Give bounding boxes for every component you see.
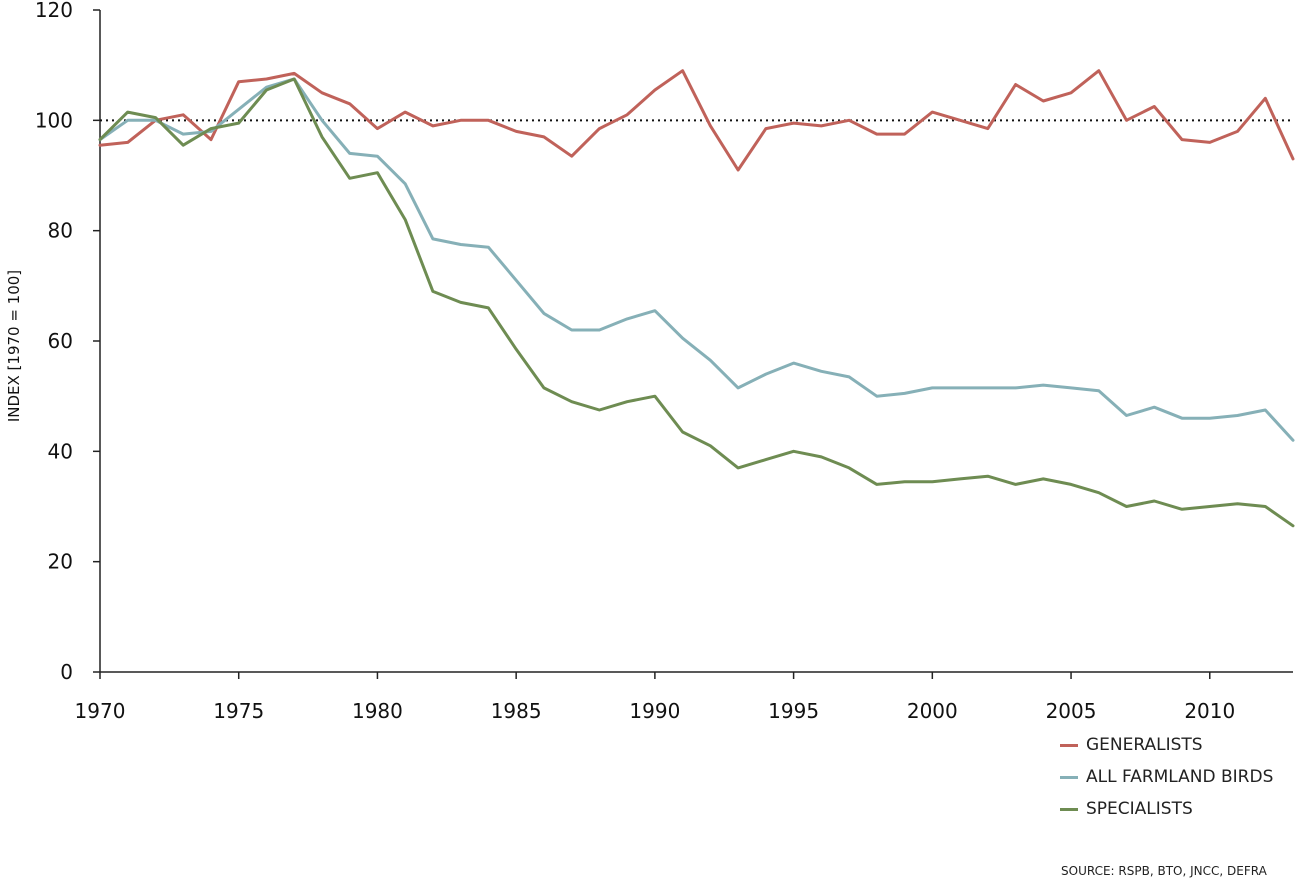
legend-label: ALL FARMLAND BIRDS — [1086, 767, 1274, 787]
x-tick-label: 1985 — [491, 699, 542, 723]
x-tick-label: 2005 — [1046, 699, 1097, 723]
y-tick-label: 80 — [48, 219, 73, 243]
legend-swatch — [1060, 807, 1078, 811]
series-line-generalists — [98, 69, 1295, 172]
x-axis: 1970 1975 1980 1985 1990 1995 2000 2005 2010 — [75, 671, 1293, 723]
x-tick-label: 2010 — [1184, 699, 1235, 723]
x-tick-label: 1970 — [75, 699, 126, 723]
x-tick-label: 1980 — [352, 699, 403, 723]
y-axis: 0 20 40 60 80 100 120 — [35, 0, 101, 684]
y-axis-label: INDEX [1970 = 100] — [5, 270, 23, 422]
y-tick-label: 120 — [35, 0, 73, 22]
legend-label: GENERALISTS — [1086, 735, 1203, 755]
series-lines — [98, 69, 1295, 528]
series-line-all-farmland-birds — [98, 77, 1295, 442]
x-tick-label: 2000 — [907, 699, 958, 723]
legend-item: SPECIALISTS — [1060, 793, 1273, 825]
x-tick-label: 1995 — [768, 699, 819, 723]
legend-label: SPECIALISTS — [1086, 799, 1193, 819]
legend-item: ALL FARMLAND BIRDS — [1060, 761, 1273, 793]
series-line-specialists — [98, 77, 1295, 528]
y-tick-label: 0 — [60, 660, 73, 684]
legend-swatch — [1060, 743, 1078, 747]
x-tick-label: 1990 — [629, 699, 680, 723]
legend: GENERALISTS ALL FARMLAND BIRDS SPECIALISTS — [1060, 729, 1273, 825]
y-tick-label: 20 — [48, 550, 73, 574]
y-tick-label: 100 — [35, 108, 73, 132]
y-tick-label: 40 — [48, 439, 73, 463]
legend-swatch — [1060, 775, 1078, 779]
legend-item: GENERALISTS — [1060, 729, 1273, 761]
y-tick-label: 60 — [48, 329, 73, 353]
source-note: SOURCE: RSPB, BTO, JNCC, DEFRA — [1061, 864, 1267, 878]
x-tick-label: 1975 — [213, 699, 264, 723]
